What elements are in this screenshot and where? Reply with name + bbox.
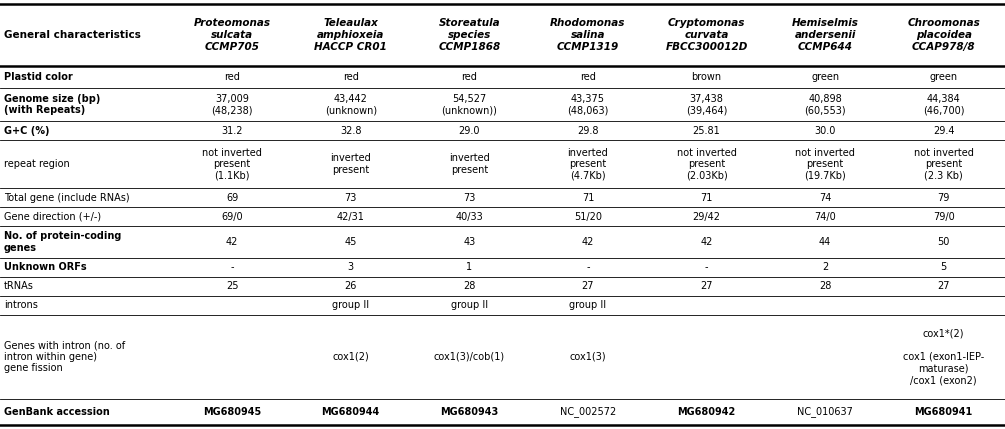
Text: 27: 27 (582, 281, 594, 291)
Text: Total gene (include RNAs): Total gene (include RNAs) (4, 193, 130, 203)
Text: red: red (461, 72, 477, 82)
Text: 3: 3 (348, 262, 354, 272)
Text: 5: 5 (941, 262, 947, 272)
Text: 74/0: 74/0 (814, 212, 836, 222)
Text: NC_010637: NC_010637 (797, 406, 853, 417)
Text: red: red (580, 72, 596, 82)
Text: 37,009
(48,238): 37,009 (48,238) (211, 94, 253, 115)
Text: GenBank accession: GenBank accession (4, 407, 110, 417)
Text: 32.8: 32.8 (340, 126, 362, 136)
Text: 26: 26 (345, 281, 357, 291)
Text: MG680945: MG680945 (203, 407, 261, 417)
Text: Genome size (bp)
(with Repeats): Genome size (bp) (with Repeats) (4, 94, 100, 115)
Text: inverted
present: inverted present (331, 154, 371, 175)
Text: 29.0: 29.0 (458, 126, 480, 136)
Text: 42: 42 (582, 237, 594, 247)
Text: not inverted
present
(1.1Kb): not inverted present (1.1Kb) (202, 148, 262, 181)
Text: 29.4: 29.4 (933, 126, 955, 136)
Text: -: - (705, 262, 709, 272)
Text: 28: 28 (819, 281, 831, 291)
Text: repeat region: repeat region (4, 159, 69, 169)
Text: 2: 2 (822, 262, 828, 272)
Text: not inverted
present
(2.03Kb): not inverted present (2.03Kb) (676, 148, 737, 181)
Text: 29.8: 29.8 (577, 126, 599, 136)
Text: 71: 71 (582, 193, 594, 203)
Text: 31.2: 31.2 (221, 126, 243, 136)
Text: 50: 50 (938, 237, 950, 247)
Text: inverted
present: inverted present (449, 154, 489, 175)
Text: Gene direction (+/-): Gene direction (+/-) (4, 212, 102, 222)
Text: introns: introns (4, 300, 38, 311)
Text: 1: 1 (466, 262, 472, 272)
Text: 45: 45 (345, 237, 357, 247)
Text: MG680943: MG680943 (440, 407, 498, 417)
Text: Unknown ORFs: Unknown ORFs (4, 262, 86, 272)
Text: Plastid color: Plastid color (4, 72, 72, 82)
Text: Teleaulax
amphioxeia
HACCP CR01: Teleaulax amphioxeia HACCP CR01 (315, 18, 387, 52)
Text: cox1*(2)

cox1 (exon1-IEP-
maturase)
/cox1 (exon2): cox1*(2) cox1 (exon1-IEP- maturase) /cox… (903, 329, 984, 385)
Text: red: red (224, 72, 240, 82)
Text: group II: group II (451, 300, 487, 311)
Text: 69: 69 (226, 193, 238, 203)
Text: -: - (230, 262, 234, 272)
Text: MG680942: MG680942 (677, 407, 736, 417)
Text: 69/0: 69/0 (221, 212, 243, 222)
Text: tRNAs: tRNAs (4, 281, 34, 291)
Text: green: green (811, 72, 839, 82)
Text: 73: 73 (463, 193, 475, 203)
Text: Chroomonas
placoidea
CCAP978/8: Chroomonas placoidea CCAP978/8 (908, 18, 980, 52)
Text: cox1(3)/cob(1): cox1(3)/cob(1) (434, 352, 505, 362)
Text: 28: 28 (463, 281, 475, 291)
Text: 30.0: 30.0 (814, 126, 836, 136)
Text: Hemiselmis
andersenii
CCMP644: Hemiselmis andersenii CCMP644 (792, 18, 858, 52)
Text: 44,384
(46,700): 44,384 (46,700) (923, 94, 965, 115)
Text: Genes with intron (no. of
intron within gene)
gene fission: Genes with intron (no. of intron within … (4, 340, 126, 373)
Text: 43,375
(48,063): 43,375 (48,063) (567, 94, 609, 115)
Text: brown: brown (691, 72, 722, 82)
Text: 27: 27 (700, 281, 713, 291)
Text: 42: 42 (700, 237, 713, 247)
Text: No. of protein-coding
genes: No. of protein-coding genes (4, 231, 122, 253)
Text: 40,898
(60,553): 40,898 (60,553) (804, 94, 846, 115)
Text: MG680941: MG680941 (915, 407, 973, 417)
Text: 43: 43 (463, 237, 475, 247)
Text: group II: group II (333, 300, 369, 311)
Text: 43,442
(unknown): 43,442 (unknown) (325, 94, 377, 115)
Text: General characteristics: General characteristics (4, 30, 141, 40)
Text: 42: 42 (226, 237, 238, 247)
Text: 29/42: 29/42 (692, 212, 721, 222)
Text: MG680944: MG680944 (322, 407, 380, 417)
Text: G+C (%): G+C (%) (4, 126, 49, 136)
Text: group II: group II (570, 300, 606, 311)
Text: 37,438
(39,464): 37,438 (39,464) (685, 94, 728, 115)
Text: cox1(2): cox1(2) (333, 352, 369, 362)
Text: 25.81: 25.81 (692, 126, 721, 136)
Text: Proteomonas
sulcata
CCMP705: Proteomonas sulcata CCMP705 (194, 18, 270, 52)
Text: Rhodomonas
salina
CCMP1319: Rhodomonas salina CCMP1319 (550, 18, 625, 52)
Text: green: green (930, 72, 958, 82)
Text: not inverted
present
(2.3 Kb): not inverted present (2.3 Kb) (914, 148, 974, 181)
Text: 44: 44 (819, 237, 831, 247)
Text: not inverted
present
(19.7Kb): not inverted present (19.7Kb) (795, 148, 855, 181)
Text: 54,527
(unknown)): 54,527 (unknown)) (441, 94, 497, 115)
Text: 79/0: 79/0 (933, 212, 955, 222)
Text: inverted
present
(4.7Kb): inverted present (4.7Kb) (568, 148, 608, 181)
Text: 79: 79 (938, 193, 950, 203)
Text: 74: 74 (819, 193, 831, 203)
Text: 40/33: 40/33 (455, 212, 483, 222)
Text: NC_002572: NC_002572 (560, 406, 616, 417)
Text: 51/20: 51/20 (574, 212, 602, 222)
Text: 27: 27 (938, 281, 950, 291)
Text: 25: 25 (226, 281, 238, 291)
Text: 71: 71 (700, 193, 713, 203)
Text: 73: 73 (345, 193, 357, 203)
Text: Cryptomonas
curvata
FBCC300012D: Cryptomonas curvata FBCC300012D (665, 18, 748, 52)
Text: cox1(3): cox1(3) (570, 352, 606, 362)
Text: red: red (343, 72, 359, 82)
Text: 42/31: 42/31 (337, 212, 365, 222)
Text: -: - (586, 262, 590, 272)
Text: Storeatula
species
CCMP1868: Storeatula species CCMP1868 (438, 18, 500, 52)
